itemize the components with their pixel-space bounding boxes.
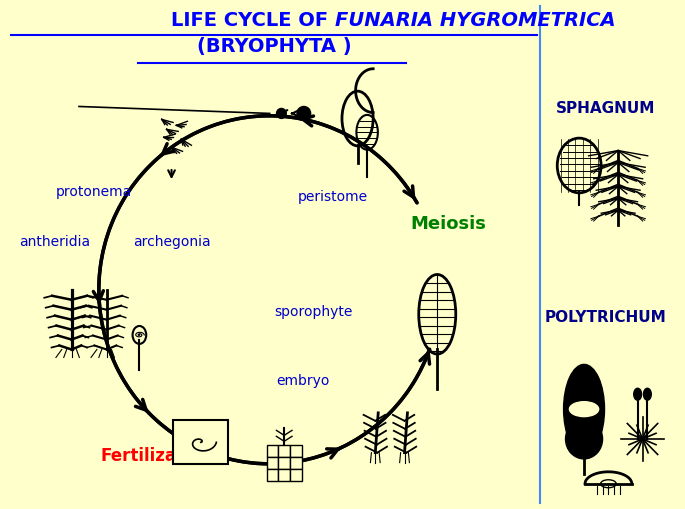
Text: antheridia: antheridia: [19, 235, 90, 249]
Ellipse shape: [564, 364, 604, 454]
Bar: [266, 469, 278, 481]
Bar: [290, 457, 301, 469]
Text: sporophyte: sporophyte: [274, 305, 352, 319]
Text: LIFE CYCLE OF: LIFE CYCLE OF: [171, 11, 334, 31]
Bar: [290, 445, 301, 457]
Circle shape: [297, 106, 310, 121]
Bar: [278, 445, 290, 457]
Text: (BRYOPHYTA ): (BRYOPHYTA ): [197, 37, 351, 56]
Text: peristome: peristome: [297, 190, 368, 204]
Circle shape: [277, 108, 286, 119]
Text: Meiosis: Meiosis: [410, 215, 486, 233]
Bar: [278, 469, 290, 481]
Bar: [278, 457, 290, 469]
Text: protonema: protonema: [55, 185, 132, 200]
Bar: [290, 469, 301, 481]
Text: embryo: embryo: [277, 374, 330, 388]
Ellipse shape: [566, 419, 603, 459]
Bar: [266, 457, 278, 469]
Ellipse shape: [643, 388, 651, 400]
Text: archegonia: archegonia: [133, 235, 211, 249]
Ellipse shape: [569, 402, 599, 416]
Text: SPHAGNUM: SPHAGNUM: [556, 101, 655, 116]
Bar: [266, 445, 278, 457]
Bar: [173, 420, 228, 464]
Text: POLYTRICHUM: POLYTRICHUM: [545, 309, 667, 325]
Text: FUNARIA HYGROMETRICA: FUNARIA HYGROMETRICA: [334, 11, 615, 31]
Text: Fertilization: Fertilization: [101, 447, 214, 465]
Circle shape: [671, 130, 682, 142]
Ellipse shape: [634, 388, 642, 400]
